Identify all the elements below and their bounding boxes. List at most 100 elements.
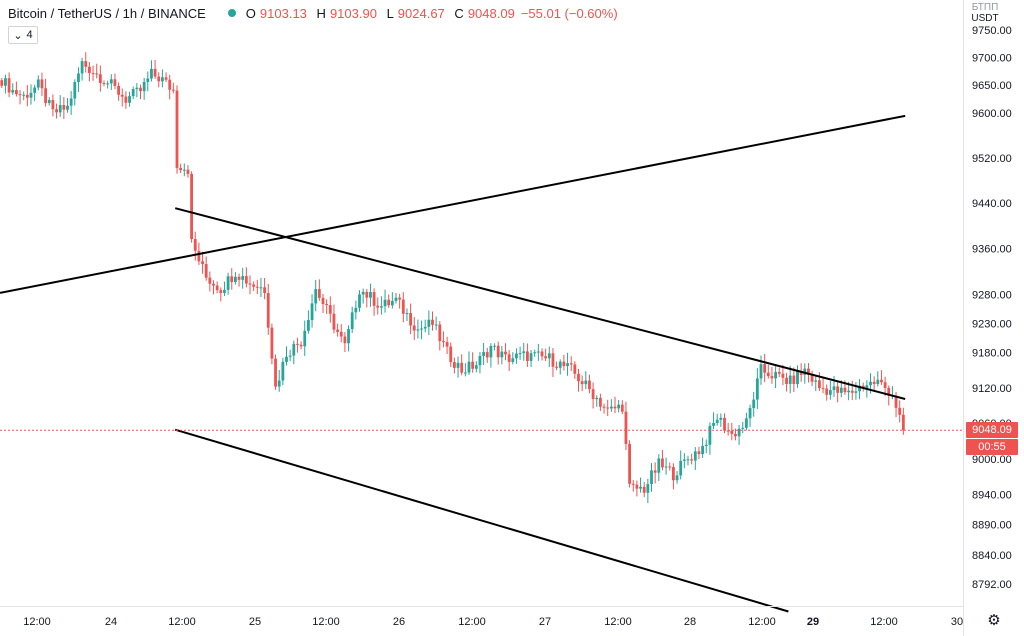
- candle-body: [482, 352, 485, 356]
- candle-body: [792, 375, 796, 384]
- candle-body: [664, 466, 668, 468]
- candle-body: [135, 87, 139, 90]
- candle-body: [485, 352, 489, 358]
- candle-body: [296, 343, 299, 345]
- candle-body: [226, 276, 230, 290]
- candle-body: [201, 261, 204, 265]
- time-tick-label: 24: [105, 616, 117, 628]
- candle-body: [558, 361, 562, 368]
- candle-body: [58, 105, 62, 113]
- candle-body: [266, 293, 270, 328]
- last-price-value: 9048.09: [972, 424, 1012, 437]
- indicators-toggle-button[interactable]: ⌄ 4: [8, 26, 38, 44]
- candle-body: [449, 346, 453, 363]
- candle-body: [883, 382, 887, 388]
- candle-body: [774, 371, 777, 379]
- time-tick-label: 26: [393, 616, 405, 628]
- candle-body: [95, 73, 99, 75]
- candle-body: [73, 82, 77, 99]
- candle-body: [807, 368, 810, 375]
- candle-body: [208, 277, 212, 284]
- market-status-icon: [227, 9, 236, 17]
- price-tick-label: 9180.00: [972, 348, 1012, 360]
- candle-body: [445, 342, 449, 347]
- candle-body: [810, 374, 814, 382]
- currency-selector[interactable]: БТПП USDT: [968, 2, 1002, 24]
- candle-body: [255, 286, 259, 288]
- candle-body: [577, 373, 580, 382]
- price-axis[interactable]: 9750.00 9700.00 9650.00 9600.00 9520.00 9440.…: [972, 25, 1012, 591]
- candle-body: [620, 404, 624, 412]
- candle-body: [354, 307, 358, 313]
- candle-body: [157, 76, 161, 82]
- candle-body: [131, 89, 135, 97]
- candle-body: [88, 66, 91, 74]
- candle-body: [785, 377, 788, 384]
- candle-body: [274, 358, 277, 387]
- candle-body: [40, 79, 44, 89]
- candle-body: [646, 484, 650, 493]
- candles-layer: [0, 52, 905, 504]
- exchange-label: BINANCE: [148, 5, 206, 21]
- countdown-tag: 00:55: [966, 439, 1018, 456]
- trendline-upper[interactable]: [174, 207, 906, 400]
- time-tick-label: 12:00: [23, 616, 51, 628]
- candle-body: [507, 354, 511, 362]
- candle-body: [478, 355, 482, 366]
- symbol-title[interactable]: Bitcoin / TetherUS / 1h / BINANCE: [8, 5, 206, 21]
- chart-settings-button[interactable]: ⚙: [980, 608, 1008, 632]
- candle-body: [248, 283, 252, 285]
- candle-body: [36, 79, 40, 88]
- price-tick-label: 8890.00: [972, 520, 1012, 532]
- candle-body: [394, 297, 398, 301]
- candle-body: [901, 414, 905, 431]
- candle-body: [285, 356, 288, 362]
- time-tick-label: 12:00: [748, 616, 776, 628]
- candle-body: [109, 79, 113, 84]
- time-tick-label: 25: [249, 616, 261, 628]
- candle-body: [383, 299, 387, 307]
- indicator-count: 4: [26, 29, 33, 41]
- candle-body: [843, 387, 847, 393]
- candle-body: [799, 371, 803, 375]
- candle-body: [314, 289, 318, 304]
- candle-body: [493, 345, 496, 347]
- price-tick-label: 8840.00: [972, 550, 1012, 562]
- time-axis[interactable]: 12:00 24 12:00 25 12:00 26 12:00 27 12:00 28 12:00…: [23, 616, 963, 628]
- candle-body: [766, 372, 770, 377]
- candle-body: [310, 303, 314, 321]
- candle-body: [317, 289, 321, 298]
- candle-body: [518, 353, 522, 355]
- candle-body: [547, 353, 551, 359]
- candle-body: [723, 417, 726, 431]
- candle-body: [299, 344, 303, 347]
- candle-body: [409, 313, 412, 326]
- candle-body: [675, 475, 679, 481]
- trendline-lower[interactable]: [174, 428, 789, 613]
- open-label: O: [245, 5, 256, 21]
- candle-body: [850, 390, 854, 393]
- candle-body: [635, 484, 639, 489]
- candle-body: [390, 300, 394, 306]
- candle-body: [51, 100, 55, 110]
- candle-body: [639, 486, 642, 489]
- price-tick-label: 9600.00: [972, 108, 1012, 120]
- candle-body: [726, 430, 730, 432]
- high-label: H: [316, 5, 326, 21]
- candle-body: [836, 386, 840, 393]
- candle-body: [339, 331, 343, 337]
- candle-body: [252, 284, 256, 287]
- candle-body: [365, 291, 369, 298]
- candle-body: [11, 90, 15, 93]
- time-tick-label: 27: [539, 616, 551, 628]
- time-tick-label: 30: [951, 616, 963, 628]
- candle-body: [234, 276, 237, 283]
- trendline-rising[interactable]: [0, 114, 906, 294]
- candle-body: [533, 352, 537, 354]
- candle-body: [146, 78, 150, 82]
- price-tick-label: 9360.00: [972, 244, 1012, 256]
- chevron-down-icon: ⌄: [13, 29, 23, 42]
- candle-body: [434, 324, 438, 326]
- candle-body: [832, 386, 836, 391]
